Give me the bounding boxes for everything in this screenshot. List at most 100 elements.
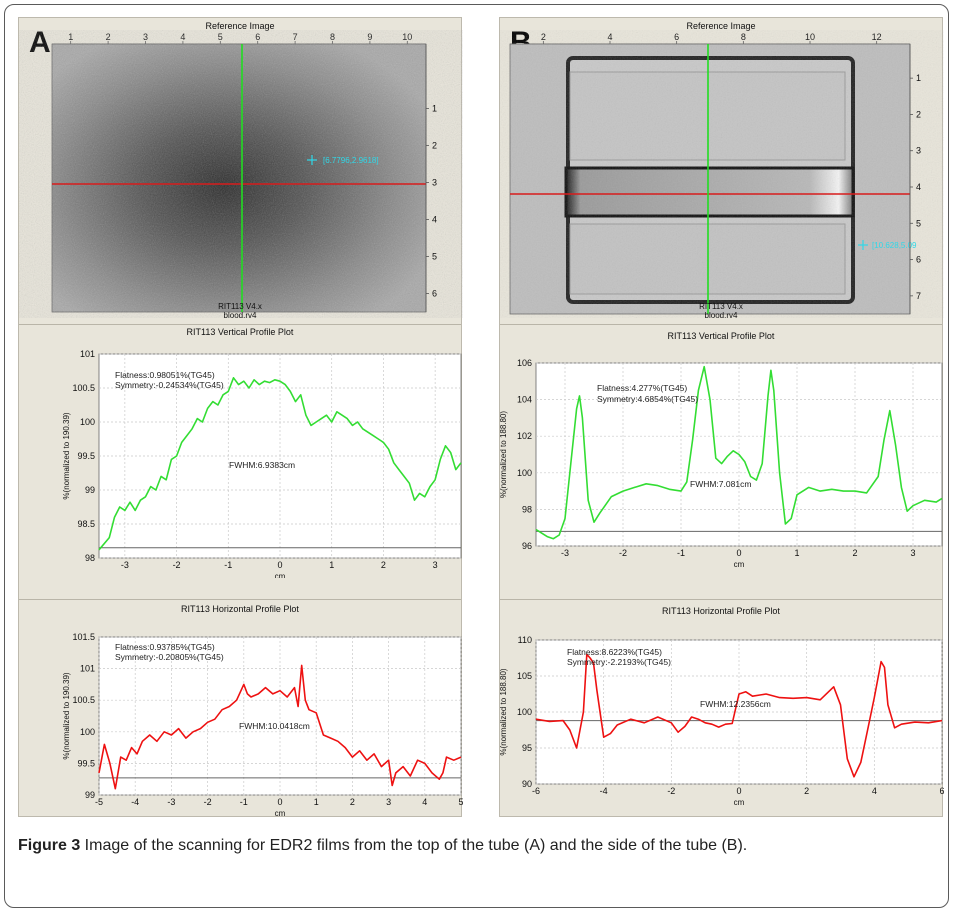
y-tick-label: 106 xyxy=(517,358,532,368)
y-tick-label: 100.5 xyxy=(72,383,95,393)
flatness-annotation: Flatness:0.93785%(TG45) xyxy=(115,642,215,652)
top-axis-tick-label: 8 xyxy=(741,32,746,42)
x-tick-label: -1 xyxy=(240,797,248,807)
right-axis-tick-label: 4 xyxy=(916,182,921,192)
x-tick-label: 3 xyxy=(433,560,438,570)
panel-a: A Reference Image 1 2 3 4 5 6 7 8 9 10 xyxy=(18,17,463,818)
right-axis-tick-label: 5 xyxy=(916,218,921,228)
x-tick-label: -3 xyxy=(167,797,175,807)
y-tick-label: 96 xyxy=(522,541,532,551)
right-axis: 1 2 3 4 5 6 xyxy=(425,44,437,312)
top-axis: 1 2 3 4 5 6 7 8 9 10 xyxy=(52,32,426,45)
plot-title: RIT113 Vertical Profile Plot xyxy=(667,331,775,341)
y-tick-label: 100 xyxy=(517,468,532,478)
x-tick-label: 4 xyxy=(872,786,877,796)
vertical-profile-plot-b: -3 -2 -1 0 1 2 3 96 98 100 102 104 106 cm %(normalized… xyxy=(500,358,943,569)
right-axis-tick-label: 6 xyxy=(916,255,921,265)
plot-title: RIT113 Horizontal Profile Plot xyxy=(662,606,780,616)
x-tick-label: 6 xyxy=(939,786,944,796)
profile-series-line xyxy=(535,653,943,778)
symmetry-annotation: Symmetry:-0.20805%(TG45) xyxy=(115,652,224,662)
right-axis-tick-label: 1 xyxy=(432,104,437,114)
x-tick-label: -1 xyxy=(224,560,232,570)
separator xyxy=(19,324,461,325)
vertical-profile-plot-a: -3 -2 -1 0 1 2 3 98 98.5 99 99.5 100 100.5 101 cm %(nor… xyxy=(62,349,462,578)
y-axis-label: %(normalized to 190.39) xyxy=(62,672,71,759)
y-tick-label: 98.5 xyxy=(77,519,95,529)
separator xyxy=(19,599,461,600)
x-axis-label: cm xyxy=(734,798,745,807)
top-axis-tick-label: 10 xyxy=(805,32,815,42)
reference-image-a: 1 2 3 4 5 6 7 8 9 10 [6.7796,2.9618] 1 2 3 4 5 6 xyxy=(51,32,437,313)
flatness-annotation: Flatness:4.277%(TG45) xyxy=(597,383,687,393)
file-label: RIT113 V4.x xyxy=(218,302,262,311)
top-axis-tick-label: 9 xyxy=(367,32,372,42)
top-axis-tick-label: 1 xyxy=(68,32,73,42)
x-tick-label: -2 xyxy=(619,548,627,558)
x-tick-label: 0 xyxy=(736,786,741,796)
x-axis-label: cm xyxy=(275,809,286,818)
x-tick-label: 0 xyxy=(736,548,741,558)
separator xyxy=(500,599,942,600)
caption-text: Image of the scanning for EDR2 films fro… xyxy=(80,837,748,854)
y-tick-label: 101.5 xyxy=(72,632,95,642)
x-axis-label: cm xyxy=(275,572,286,578)
y-tick-label: 99.5 xyxy=(77,451,95,461)
top-axis-tick-label: 2 xyxy=(106,32,111,42)
symmetry-annotation: Symmetry:-2.2193%(TG45) xyxy=(567,657,671,667)
symmetry-annotation: Symmetry:-0.24534%(TG45) xyxy=(115,380,224,390)
figure-frame: A Reference Image 1 2 3 4 5 6 7 8 9 10 xyxy=(4,4,949,908)
marker-crosshair-icon[interactable] xyxy=(858,240,868,250)
y-tick-label: 110 xyxy=(518,635,532,645)
panel-label: A xyxy=(29,26,51,59)
top-axis-tick-label: 8 xyxy=(330,32,335,42)
x-tick-label: 2 xyxy=(852,548,857,558)
right-axis-tick-label: 2 xyxy=(916,109,921,119)
x-tick-label: 3 xyxy=(386,797,391,807)
flatness-annotation: Flatness:8.6223%(TG45) xyxy=(567,647,662,657)
y-tick-label: 100 xyxy=(80,727,95,737)
plot-title: RIT113 Horizontal Profile Plot xyxy=(181,604,299,614)
y-tick-label: 99.5 xyxy=(77,758,95,768)
y-tick-label: 100 xyxy=(80,417,95,427)
profile-series-line xyxy=(535,365,943,540)
top-axis-tick-label: 12 xyxy=(872,32,882,42)
x-tick-label: 2 xyxy=(804,786,809,796)
y-tick-label: 100 xyxy=(517,707,532,717)
x-tick-label: 2 xyxy=(381,560,386,570)
x-tick-label: -4 xyxy=(600,786,608,796)
marker-crosshair-icon[interactable] xyxy=(307,155,317,165)
top-axis-tick-label: 4 xyxy=(607,32,612,42)
horizontal-profile-plot-a: -5 -4 -3 -2 -1 0 1 2 3 4 5 99 99.5 100 100.5 101 101.5 cm… xyxy=(62,632,463,818)
x-tick-label: -4 xyxy=(131,797,139,807)
x-tick-label: -1 xyxy=(677,548,685,558)
x-tick-label: 0 xyxy=(277,797,282,807)
x-tick-label: 2 xyxy=(350,797,355,807)
fwhm-annotation: FWHM:7.081cm xyxy=(690,479,751,489)
y-tick-label: 101 xyxy=(80,349,95,359)
fwhm-annotation: FWHM:12.2356cm xyxy=(700,699,771,709)
x-tick-label: -5 xyxy=(95,797,103,807)
y-tick-label: 95 xyxy=(522,743,532,753)
x-tick-label: 1 xyxy=(794,548,799,558)
top-axis-tick-label: 5 xyxy=(218,32,223,42)
right-axis-tick-label: 1 xyxy=(916,73,921,83)
x-tick-label: 3 xyxy=(910,548,915,558)
x-tick-label: 5 xyxy=(458,797,463,807)
right-axis-tick-label: 7 xyxy=(916,291,921,301)
right-axis-tick-label: 3 xyxy=(432,178,437,188)
figure-caption: Figure 3 Image of the scanning for EDR2 … xyxy=(18,835,938,857)
panel-b: B Reference Image 2 4 6 8 10 12 xyxy=(499,17,944,817)
file-label: blood.rv4 xyxy=(223,311,257,320)
flatness-annotation: Flatness:0.98051%(TG45) xyxy=(115,370,215,380)
x-tick-label: -2 xyxy=(204,797,212,807)
y-tick-label: 102 xyxy=(517,431,532,441)
x-axis-label: cm xyxy=(734,560,745,569)
y-axis-label: %(normalized to 190.39) xyxy=(62,412,71,499)
top-axis-tick-label: 10 xyxy=(402,32,412,42)
x-tick-label: -3 xyxy=(121,560,129,570)
y-tick-label: 100.5 xyxy=(72,695,95,705)
x-tick-label: -3 xyxy=(561,548,569,558)
y-tick-label: 98 xyxy=(522,504,532,514)
separator xyxy=(500,324,942,325)
